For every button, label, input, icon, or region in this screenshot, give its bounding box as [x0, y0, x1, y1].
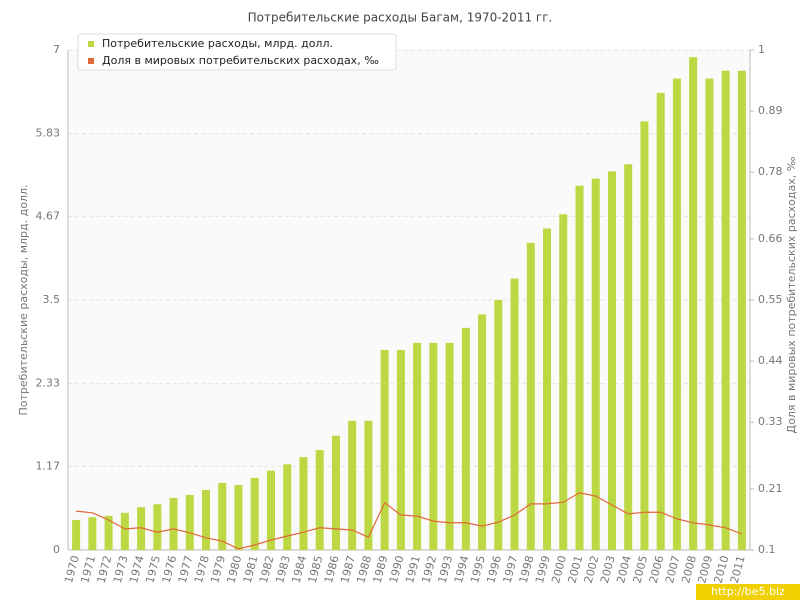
bar	[543, 228, 552, 551]
bar	[169, 497, 178, 550]
bar	[266, 470, 275, 550]
bar	[380, 350, 389, 550]
bar	[88, 517, 97, 550]
bar	[396, 350, 405, 550]
bar	[185, 495, 194, 550]
bar	[559, 214, 568, 551]
watermark: http://be5.biz	[711, 585, 785, 598]
bar	[104, 515, 113, 550]
y-tick-label: 4.67	[36, 209, 61, 222]
bar	[299, 457, 308, 550]
y2-tick-label: 0.78	[758, 165, 783, 178]
legend-label: Доля в мировых потребительских расходах,…	[102, 54, 379, 67]
bar	[413, 342, 422, 550]
bar	[283, 464, 292, 550]
legend-label: Потребительские расходы, млрд. долл.	[102, 37, 333, 50]
bar	[607, 171, 616, 550]
watermark-bg	[696, 584, 800, 600]
bar	[331, 435, 340, 550]
y2-tick-label: 1	[758, 43, 765, 56]
bar	[640, 121, 649, 550]
bar	[120, 512, 129, 550]
bar	[689, 57, 698, 551]
bar	[202, 490, 211, 550]
bar	[656, 92, 665, 550]
bar	[705, 78, 714, 551]
y-axis-label: Потребительские расходы, млрд. долл.	[17, 185, 30, 416]
bar	[494, 300, 503, 550]
bar	[234, 485, 243, 550]
bar	[672, 78, 681, 551]
bar	[137, 507, 146, 550]
y2-tick-label: 0.55	[758, 293, 783, 306]
chart-title: Потребительские расходы Багам, 1970-2011…	[248, 11, 553, 25]
y-tick-label: 3.5	[43, 293, 61, 306]
bar	[250, 477, 259, 550]
y-tick-label: 2.33	[36, 377, 61, 390]
y2-tick-label: 0.1	[758, 543, 776, 556]
y2-tick-label: 0.33	[758, 415, 783, 428]
legend-swatch	[88, 41, 94, 47]
y2-axis-label: Доля в мировых потребительских расходах,…	[785, 156, 798, 433]
bar	[218, 482, 227, 550]
y-tick-label: 5.83	[36, 127, 61, 140]
line	[76, 492, 743, 550]
y-tick-label: 0	[53, 543, 60, 556]
bar	[526, 242, 535, 550]
legend-swatch	[88, 58, 94, 64]
bar	[591, 178, 600, 551]
bar	[721, 70, 730, 550]
bar	[445, 342, 454, 550]
y2-tick-label: 0.21	[758, 482, 783, 495]
y2-tick-label: 0.66	[758, 232, 783, 245]
bar	[348, 420, 357, 550]
y-tick-label: 7	[53, 43, 60, 56]
legend-box	[77, 33, 397, 71]
y2-tick-label: 0.44	[758, 354, 783, 367]
bar	[72, 520, 81, 550]
bar	[153, 504, 162, 550]
bar	[575, 185, 584, 550]
bar	[364, 420, 373, 550]
bar	[429, 342, 438, 550]
y-tick-label: 1.17	[36, 459, 61, 472]
y2-tick-label: 0.89	[758, 104, 783, 117]
bar	[461, 327, 470, 550]
bar	[510, 278, 519, 550]
bar	[624, 164, 633, 551]
bar	[737, 70, 746, 550]
bar	[315, 450, 324, 550]
bar	[478, 314, 487, 550]
